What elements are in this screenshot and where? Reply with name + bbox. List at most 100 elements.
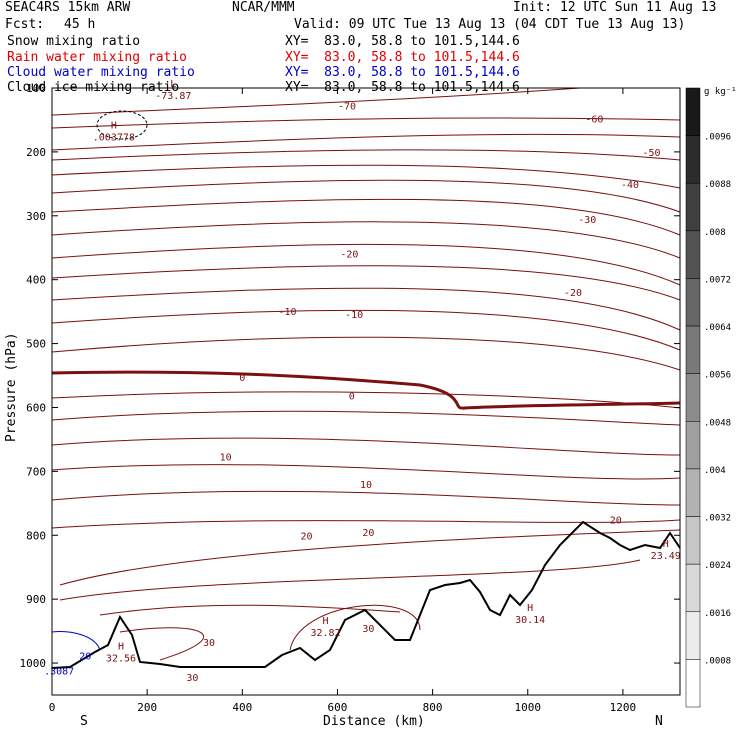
contour-value-label: 30: [362, 624, 374, 635]
x-end-label-north: N: [655, 714, 663, 729]
extremum-value: 32.82: [311, 628, 341, 639]
extremum-marker: H: [527, 603, 533, 614]
colorbar-tick-label: .0032: [704, 514, 731, 524]
y-tick-label: 200: [26, 146, 46, 159]
contour-value-label: -70: [338, 101, 356, 112]
colorbar-cell: [685, 182, 701, 232]
extremum-value: -73.87: [155, 91, 191, 102]
contour-value-label: -40: [621, 180, 639, 191]
contour-value-label: -50: [642, 148, 660, 159]
colorbar-tick-label: .004: [704, 466, 726, 476]
y-tick-label: 900: [26, 593, 46, 606]
colorbar-cell: [685, 516, 701, 565]
x-axis-label: Distance (km): [323, 714, 425, 729]
y-axis-label: Pressure (hPa): [4, 332, 19, 442]
contour-value-label: 10: [360, 480, 372, 491]
contour-value-label: 20: [362, 528, 374, 539]
contour-value-label: -20: [564, 288, 582, 299]
forecast-hours: 45 h: [64, 17, 96, 32]
contour-line-15: [51, 437, 681, 456]
contour-line-3: [51, 149, 681, 161]
contour-line-12: [51, 336, 681, 371]
colorbar-tick-label: .0056: [704, 371, 731, 381]
contour-line-10: [51, 287, 681, 331]
model-title: SEAC4RS 15km ARW: [5, 0, 131, 15]
zero-isotherm: [51, 370, 681, 410]
colorbar-cell: [685, 468, 701, 517]
colorbar-cell: [685, 421, 701, 470]
colorbar-tick-label: .0088: [704, 180, 731, 190]
x-tick-label: 1000: [515, 701, 542, 714]
contour-value-label: -20: [340, 249, 358, 260]
x-tick-label: 800: [423, 701, 443, 714]
colorbar-cell: [685, 230, 701, 279]
colorbar-tick-label: .0008: [704, 656, 731, 666]
y-tick-label: 700: [26, 465, 46, 478]
contour-line-16: [51, 464, 681, 480]
field-xy-snow: XY= 83.0, 58.8 to 101.5,144.6: [285, 34, 520, 49]
contour-line-8: [51, 243, 681, 286]
y-tick-label: 500: [26, 338, 46, 351]
contour-labels: -70 -60 -50 -40 -30 -20 -20 -10 -10 0 0 10 10 20 20 20 3…: [44, 79, 681, 684]
extremum-marker: H: [663, 539, 669, 550]
extremum-value: 30.14: [515, 615, 545, 626]
colorbar-tick-label: .0048: [704, 418, 731, 428]
colorbar-cell: [685, 563, 701, 613]
x-tick-label: 400: [232, 701, 252, 714]
extremum-marker: H: [111, 121, 117, 132]
forecast-label: Fcst:: [5, 17, 45, 32]
contour-line-9: [51, 265, 681, 301]
colorbar-tick-label: .0096: [704, 133, 731, 143]
contour-value-label: -30: [578, 215, 596, 226]
contour-value-label: 30: [203, 638, 215, 649]
cloud-water-contours: [51, 631, 101, 651]
y-tick-label: 100: [26, 82, 46, 95]
contour-line-4: [51, 164, 681, 189]
contour-line-23: [289, 604, 421, 651]
field-name-snow: Snow mixing ratio: [7, 34, 141, 49]
contour-line-21: [99, 604, 401, 616]
contour-line-17: [51, 490, 681, 506]
terrain-line: [51, 520, 681, 669]
contour-value-label: 30: [186, 673, 198, 684]
contour-value-label: -10: [278, 307, 296, 318]
colorbar-cell: [685, 87, 701, 136]
field-name-cloud-water: Cloud water mixing ratio: [7, 65, 195, 80]
colorbar-cell: [685, 325, 701, 374]
colorbar-tick-label: .0064: [704, 323, 731, 333]
colorbar-unit: g kg⁻¹: [704, 87, 737, 97]
field-xy-cloud-water: XY= 83.0, 58.8 to 101.5,144.6: [285, 65, 520, 80]
cloud-ice-contour: [96, 110, 148, 140]
contour-line-7: [51, 221, 681, 259]
colorbar-tick-label: .0072: [704, 275, 731, 285]
y-tick-label: 600: [26, 401, 46, 414]
colorbar-tick-label: .0016: [704, 609, 731, 619]
colorbar-cell: [685, 659, 701, 708]
colorbar-tick-label: .0024: [704, 561, 731, 571]
contour-value-label: 20: [610, 515, 622, 526]
cloud-water-label: .3087: [44, 667, 74, 678]
x-tick-label: 600: [328, 701, 348, 714]
y-tick-label: 300: [26, 210, 46, 223]
temperature-contours: [51, 87, 681, 661]
extremum-marker: H: [118, 641, 124, 652]
contour-value-label: -10: [345, 310, 363, 321]
contour-line-2: [51, 133, 681, 151]
contour-line-14: [51, 410, 681, 426]
org-label: NCAR/MMM: [232, 0, 295, 15]
colorbar-cell: [685, 278, 701, 327]
colorbar-cell: [685, 135, 701, 184]
y-tick-label: 1000: [20, 657, 47, 670]
y-tick-label: 800: [26, 529, 46, 542]
contour-value-label: 10: [220, 453, 232, 464]
contour-line-20: [59, 559, 641, 601]
valid-time: Valid: 09 UTC Tue 13 Aug 13 (04 CDT Tue …: [294, 17, 686, 32]
x-tick-label: 200: [137, 701, 157, 714]
extremum-marker: H: [323, 616, 329, 627]
x-end-label-south: S: [80, 714, 88, 729]
contour-value-label: -60: [585, 115, 603, 126]
colorbar-cell: [685, 373, 701, 422]
contour-line-6: [51, 198, 681, 236]
